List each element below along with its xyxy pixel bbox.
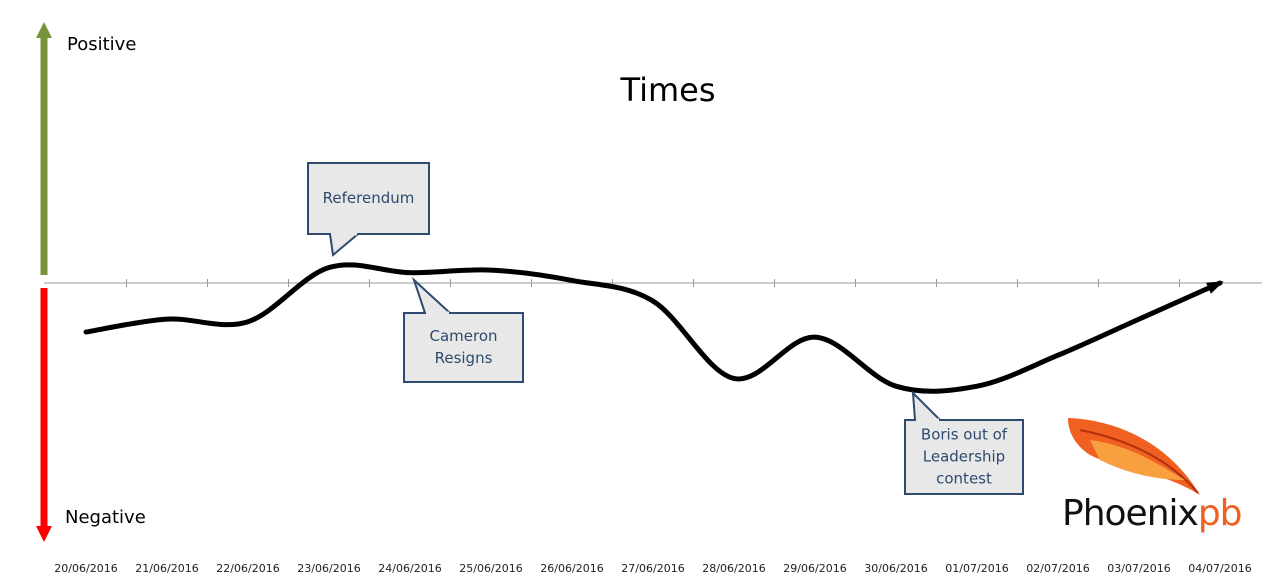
x-tick-label: 21/06/2016	[135, 562, 198, 575]
negative-arrow-head	[36, 526, 52, 542]
positive-arrow-head	[36, 22, 52, 38]
x-tick-label: 22/06/2016	[216, 562, 279, 575]
callout-pointer	[911, 390, 943, 421]
x-tick-label: 02/07/2016	[1026, 562, 1089, 575]
callout-text: contest	[936, 470, 992, 488]
logo: Phoenixpb	[1062, 493, 1242, 534]
x-tick-label: 26/06/2016	[540, 562, 603, 575]
x-tick-label: 25/06/2016	[459, 562, 522, 575]
logo-text: Phoenix	[1062, 493, 1199, 534]
callout: Referendum	[307, 162, 430, 257]
callout-text: Resigns	[435, 349, 493, 367]
x-tick-label: 20/06/2016	[54, 562, 117, 575]
x-tick-label: 27/06/2016	[621, 562, 684, 575]
callout-text: Leadership	[923, 448, 1005, 466]
chart-title: Times	[620, 71, 716, 109]
x-tick-label: 23/06/2016	[297, 562, 360, 575]
callout-box	[904, 419, 1024, 495]
callout-text: Boris out of	[921, 426, 1008, 444]
x-tick-label: 28/06/2016	[702, 562, 765, 575]
sentiment-line	[83, 262, 1223, 394]
x-tick-label: 03/07/2016	[1107, 562, 1170, 575]
callout-box	[403, 312, 524, 383]
callout: Boris out of Leadership contest	[904, 390, 1024, 495]
negative-label: Negative	[65, 507, 146, 528]
x-tick-label: 29/06/2016	[783, 562, 846, 575]
logo-feather	[1068, 418, 1200, 495]
callout-text: Referendum	[323, 189, 415, 207]
line-arrow-head	[1206, 281, 1224, 294]
callout-box	[307, 162, 430, 235]
x-tick-label: 01/07/2016	[945, 562, 1008, 575]
callout-text: Cameron	[429, 327, 497, 345]
callout-pointer	[411, 276, 453, 314]
x-tick-label: 24/06/2016	[378, 562, 441, 575]
positive-label: Positive	[67, 34, 136, 55]
logo-suffix: pb	[1198, 493, 1242, 534]
x-tick-label: 30/06/2016	[864, 562, 927, 575]
callout: Cameron Resigns	[403, 276, 524, 383]
callout-pointer	[328, 233, 361, 257]
x-tick-label: 04/07/2016	[1188, 562, 1251, 575]
